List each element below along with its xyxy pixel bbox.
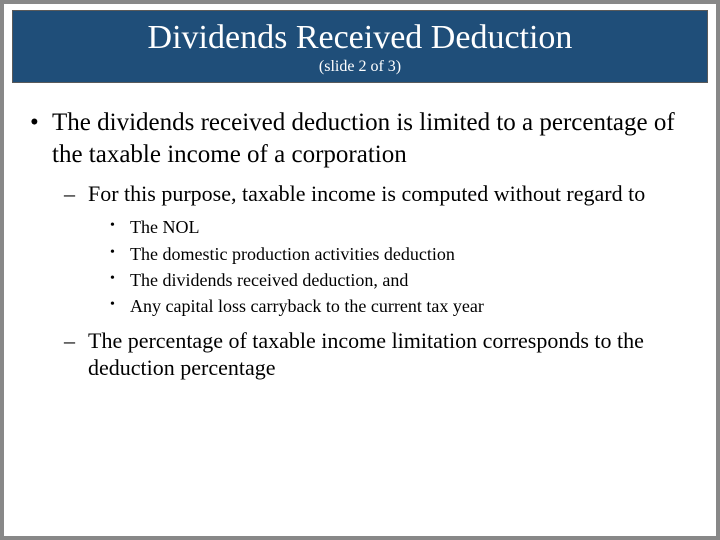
slide-title: Dividends Received Deduction — [13, 19, 707, 56]
bullet-dot-icon: • — [110, 215, 130, 239]
bullet-dot-icon: • — [110, 242, 130, 266]
bullet-level3: • Any capital loss carryback to the curr… — [110, 294, 696, 318]
bullet-text: The domestic production activities deduc… — [130, 242, 696, 266]
bullet-dot-icon: • — [24, 107, 52, 170]
bullet-level1: • The dividends received deduction is li… — [24, 107, 696, 170]
bullet-dash-icon: – — [64, 327, 88, 382]
slide-header: Dividends Received Deduction (slide 2 of… — [12, 10, 708, 83]
bullet-text: For this purpose, taxable income is comp… — [88, 180, 696, 208]
bullet-level3: • The domestic production activities ded… — [110, 242, 696, 266]
bullet-text: The NOL — [130, 215, 696, 239]
bullet-level2: – For this purpose, taxable income is co… — [64, 180, 696, 208]
bullet-level3: • The NOL — [110, 215, 696, 239]
bullet-dash-icon: – — [64, 180, 88, 208]
bullet-text: The percentage of taxable income limitat… — [88, 327, 696, 382]
bullet-text: The dividends received deduction is limi… — [52, 107, 696, 170]
bullet-text: Any capital loss carryback to the curren… — [130, 294, 696, 318]
slide-subtitle: (slide 2 of 3) — [13, 58, 707, 76]
bullet-dot-icon: • — [110, 294, 130, 318]
slide-content: • The dividends received deduction is li… — [4, 83, 716, 381]
bullet-dot-icon: • — [110, 268, 130, 292]
slide-frame: Dividends Received Deduction (slide 2 of… — [0, 0, 720, 540]
bullet-level2: – The percentage of taxable income limit… — [64, 327, 696, 382]
bullet-text: The dividends received deduction, and — [130, 268, 696, 292]
bullet-level3: • The dividends received deduction, and — [110, 268, 696, 292]
